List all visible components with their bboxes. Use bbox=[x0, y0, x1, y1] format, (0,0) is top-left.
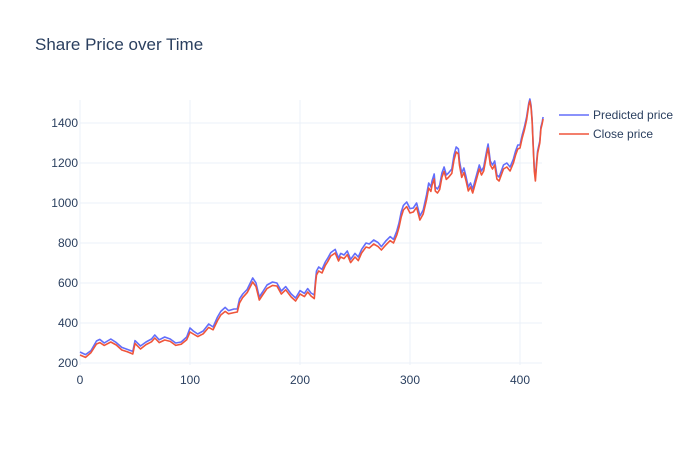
chart-title: Share Price over Time bbox=[35, 35, 203, 54]
x-tick-label: 400 bbox=[510, 373, 530, 387]
series-line-close-price bbox=[79, 100, 544, 359]
axis-tick-labels: 200 400 600 800 1000 1200 1400 0 100 200 300 400 bbox=[51, 116, 530, 387]
y-tick-label: 600 bbox=[58, 276, 78, 290]
legend-item-close-price[interactable]: Close price bbox=[559, 127, 653, 141]
y-tick-label: 200 bbox=[58, 356, 78, 370]
legend-label: Close price bbox=[593, 127, 653, 141]
x-tick-label: 0 bbox=[77, 373, 84, 387]
y-tick-label: 800 bbox=[58, 236, 78, 250]
x-tick-label: 200 bbox=[290, 373, 310, 387]
legend-label: Predicted price bbox=[593, 108, 673, 122]
y-tick-label: 400 bbox=[58, 316, 78, 330]
x-tick-label: 300 bbox=[400, 373, 420, 387]
data-series bbox=[79, 98, 544, 359]
series-line-predicted-price bbox=[79, 98, 544, 356]
x-tick-label: 100 bbox=[180, 373, 200, 387]
y-tick-label: 1200 bbox=[51, 156, 78, 170]
y-tick-label: 1400 bbox=[51, 116, 78, 130]
legend[interactable]: Predicted price Close price bbox=[559, 108, 673, 141]
y-tick-label: 1000 bbox=[51, 196, 78, 210]
legend-item-predicted-price[interactable]: Predicted price bbox=[559, 108, 673, 122]
